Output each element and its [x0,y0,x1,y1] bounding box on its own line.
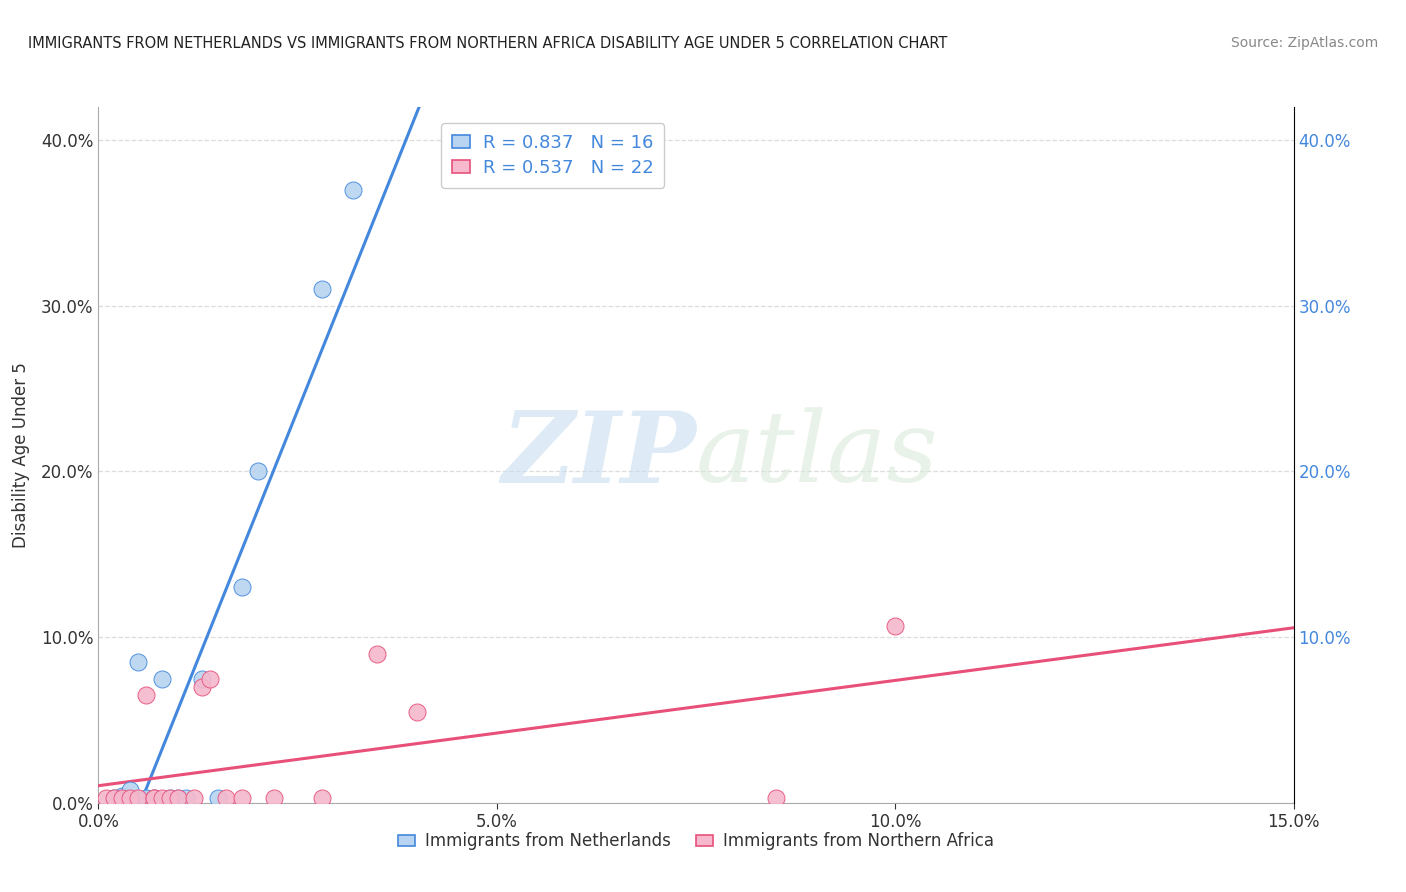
Text: atlas: atlas [696,408,939,502]
Point [311,282,333,296]
Text: Source: ZipAtlas.com: Source: ZipAtlas.com [1230,36,1378,50]
Point [207,790,229,805]
Point [150,672,173,686]
Y-axis label: Disability Age Under 5: Disability Age Under 5 [11,362,30,548]
Point [135,688,157,702]
Point [183,790,205,805]
Point [143,790,166,805]
Text: ZIP: ZIP [501,407,696,503]
Legend: Immigrants from Netherlands, Immigrants from Northern Africa: Immigrants from Netherlands, Immigrants … [392,826,1000,857]
Point [167,790,190,805]
Point [159,790,181,805]
Point [174,790,197,805]
Point [120,790,142,805]
Point [191,672,214,686]
Point [215,790,238,805]
Point [150,790,173,805]
Point [127,790,149,805]
Point [231,790,253,805]
Point [342,183,364,197]
Point [198,672,221,686]
Point [246,465,269,479]
Point [311,790,333,805]
Point [366,647,388,661]
Point [884,618,907,632]
Point [103,790,125,805]
Point [143,790,166,805]
Point [159,790,181,805]
Point [263,790,285,805]
Point [231,581,253,595]
Text: IMMIGRANTS FROM NETHERLANDS VS IMMIGRANTS FROM NORTHERN AFRICA DISABILITY AGE UN: IMMIGRANTS FROM NETHERLANDS VS IMMIGRANT… [28,36,948,51]
Point [111,790,134,805]
Point [96,790,118,805]
Point [103,790,125,805]
Point [111,789,134,804]
Point [765,790,787,805]
Point [191,680,214,694]
Point [127,655,149,669]
Point [143,790,166,805]
Point [135,790,157,805]
Point [406,705,429,719]
Point [120,782,142,797]
Point [167,790,190,805]
